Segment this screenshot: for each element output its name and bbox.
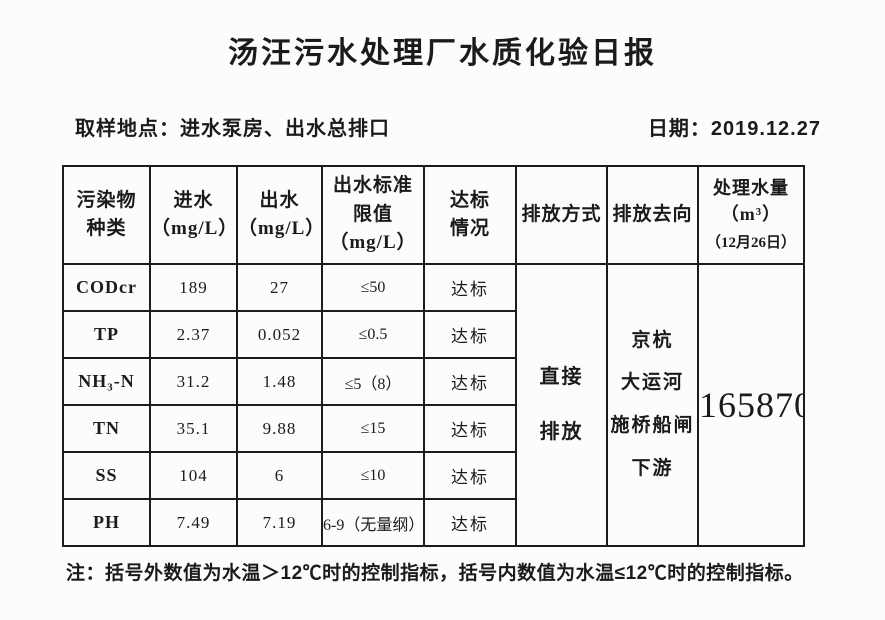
inlet-value: 31.2 [149, 357, 238, 406]
table-row-nh3n: NH₃-N 31.2 1.48 ≤5（8） 达标 [62, 357, 804, 406]
table-row-codcr: CODcr 189 27 ≤50 达标 直接 排放 京杭 大运河 施桥船闸 下游… [62, 263, 805, 547]
limit-value: 6-9（无量纲） [321, 498, 425, 547]
outlet-value: 6 [236, 451, 323, 500]
water-quality-table: 污染物 种类 进水 （mg/L） 出水 （mg/L） 出水标准 限值 （mg/L… [62, 165, 805, 547]
limit-value: ≤0.5 [321, 310, 425, 359]
status-value: 达标 [423, 404, 517, 453]
table-row-tn: TN 35.1 9.88 ≤15 达标 [62, 404, 804, 453]
header-compliance-status: 达标 情况 [423, 165, 517, 265]
inlet-value: 2.37 [149, 310, 238, 359]
limit-value: ≤5（8） [321, 357, 425, 406]
discharge-method-cell: 直接 排放 [515, 263, 608, 547]
status-value: 达标 [423, 263, 517, 312]
table-row-tp: TP 2.37 0.052 ≤0.5 达标 [62, 310, 804, 359]
header-inlet: 进水 （mg/L） [149, 165, 238, 265]
outlet-value: 1.48 [236, 357, 323, 406]
inlet-value: 35.1 [149, 404, 238, 453]
status-value: 达标 [423, 498, 517, 547]
pollutant-name: SS [62, 451, 151, 500]
header-pollutant-type: 污染物 种类 [62, 165, 151, 265]
pollutant-name: TN [62, 404, 151, 453]
table-row-ss: SS 104 6 ≤10 达标 [62, 451, 804, 500]
pollutant-name: CODcr [62, 263, 151, 312]
inlet-value: 189 [149, 263, 238, 312]
treated-volume-cell: 165870 [697, 263, 805, 547]
sampling-location-label: 取样地点：进水泵房、出水总排口 [75, 118, 390, 140]
table-row-ph: PH 7.49 7.19 6-9（无量纲） 达标 [62, 498, 804, 547]
outlet-value: 27 [236, 263, 323, 312]
outlet-value: 0.052 [236, 310, 323, 359]
header-discharge-method: 排放方式 [515, 165, 608, 265]
header-discharge-destination: 排放去向 [606, 165, 699, 265]
limit-value: ≤10 [321, 451, 425, 500]
header-outlet: 出水 （mg/L） [236, 165, 323, 265]
header-treated-volume: 处理水量 （m³） （12月26日） [697, 165, 805, 265]
pollutant-name: PH [62, 498, 151, 547]
outlet-value: 9.88 [236, 404, 323, 453]
meta-row: 取样地点：进水泵房、出水总排口 日期：2019.12.27 [75, 112, 821, 141]
header-treated-volume-main: 处理水量 （m³） [713, 178, 789, 225]
status-value: 达标 [423, 451, 517, 500]
header-treated-volume-date: （12月26日） [705, 235, 796, 252]
pollutant-name: NH₃-N [62, 357, 151, 406]
pollutant-name: TP [62, 310, 151, 359]
status-value: 达标 [423, 357, 517, 406]
inlet-value: 7.49 [149, 498, 238, 547]
footnote: 注：括号外数值为水温＞12℃时的控制指标，括号内数值为水温≤12℃时的控制指标。 [66, 563, 804, 584]
inlet-value: 104 [149, 451, 238, 500]
outlet-value: 7.19 [236, 498, 323, 547]
page-title: 汤汪污水处理厂水质化验日报 [228, 37, 657, 70]
limit-value: ≤50 [321, 263, 425, 312]
header-outlet-standard-limit: 出水标准 限值 （mg/L） [321, 165, 425, 265]
report-date-label: 日期：2019.12.27 [647, 118, 821, 140]
discharge-destination-cell: 京杭 大运河 施桥船闸 下游 [606, 263, 699, 547]
limit-value: ≤15 [321, 404, 425, 453]
table-header-row: 污染物 种类 进水 （mg/L） 出水 （mg/L） 出水标准 限值 （mg/L… [62, 165, 805, 265]
status-value: 达标 [423, 310, 517, 359]
